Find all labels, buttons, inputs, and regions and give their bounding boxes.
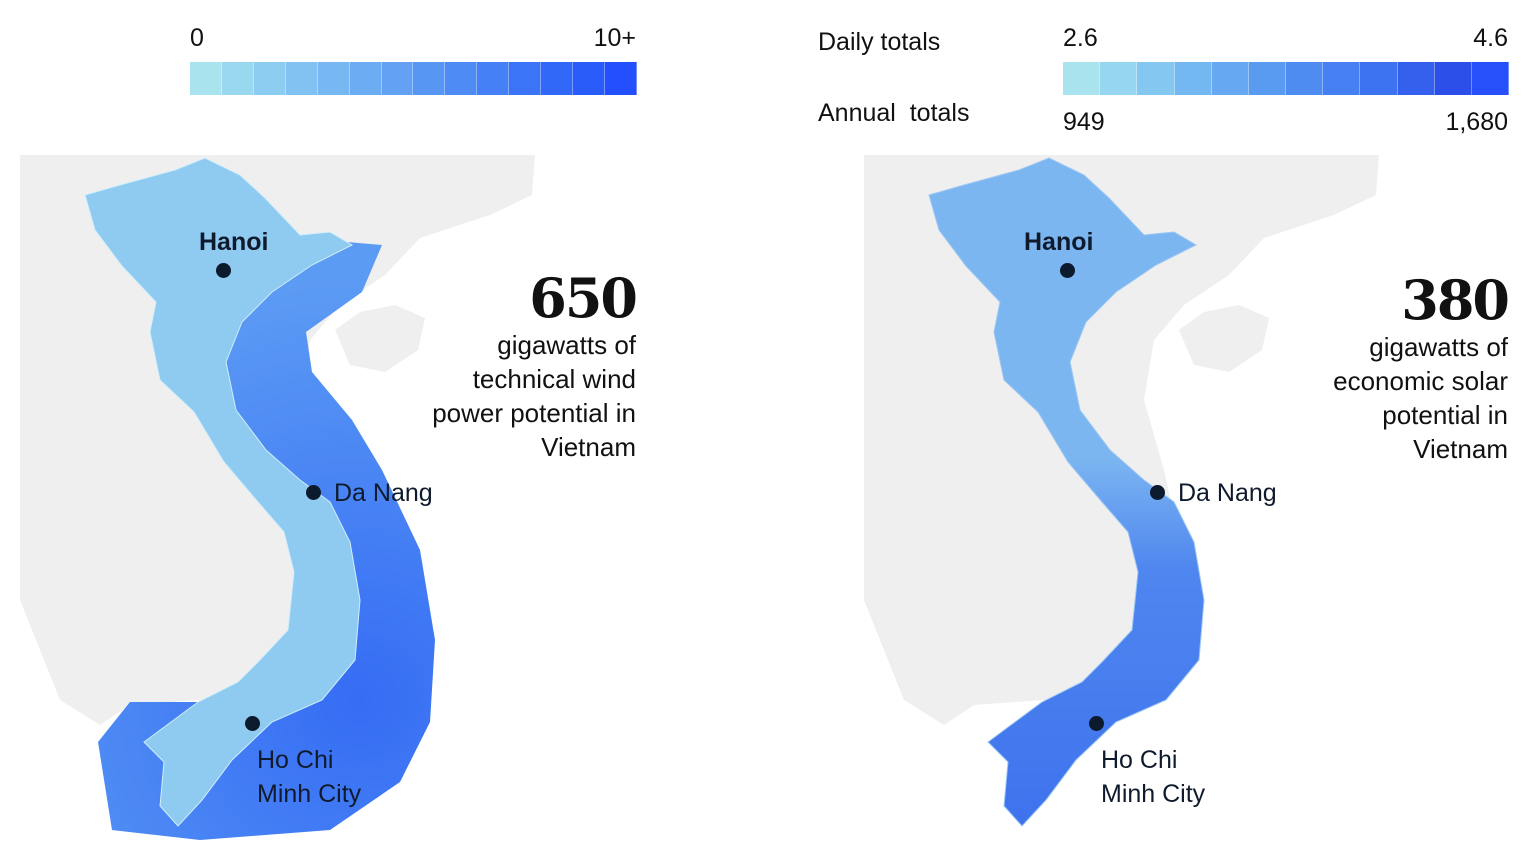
solar-stat-line: potential in <box>1382 400 1508 430</box>
neighbor-land <box>864 155 1379 725</box>
offshore-wind-zone <box>98 238 435 840</box>
wind-stat-line: technical wind <box>472 364 636 394</box>
legend-swatch <box>285 62 318 95</box>
city-label-hcmc: Ho Chi Minh City <box>1101 743 1205 811</box>
city-label-line: Ho Chi <box>1101 746 1178 774</box>
vietnam-land-wind <box>84 157 361 827</box>
city-label-hanoi: Hanoi <box>1024 228 1094 256</box>
legend-swatch <box>509 62 542 95</box>
legend-swatch <box>1434 62 1472 95</box>
wind-legend-min: 0 <box>190 24 204 52</box>
legend-swatch <box>253 62 286 95</box>
legend-swatch <box>1137 62 1175 95</box>
wind-stat-line: Vietnam <box>541 432 636 462</box>
hainan-island <box>335 305 425 372</box>
legend-swatch <box>1397 62 1435 95</box>
wind-stat-number: 650 <box>529 266 638 330</box>
legend-swatch <box>445 62 478 95</box>
legend-swatch <box>1174 62 1212 95</box>
city-label-hanoi: Hanoi <box>199 228 269 256</box>
city-label-hcmc: Ho Chi Minh City <box>257 743 361 811</box>
solar-legend-annual-min: 949 <box>1063 108 1105 136</box>
solar-legend-annual-label: Annual totals <box>818 99 970 127</box>
legend-swatch <box>1248 62 1287 95</box>
legend-swatch <box>190 62 222 95</box>
legend-swatch <box>1360 62 1398 95</box>
solar-stat-number: 380 <box>1401 268 1510 332</box>
city-marker-hcmc <box>245 716 260 731</box>
legend-swatch <box>317 62 350 95</box>
solar-stat-line: Vietnam <box>1413 434 1508 464</box>
city-label-line: Ho Chi <box>257 746 334 774</box>
city-marker-danang <box>1150 485 1165 500</box>
wind-map <box>20 155 535 840</box>
solar-legend-daily-max: 4.6 <box>1473 24 1508 52</box>
city-label-danang: Da Nang <box>1178 479 1277 507</box>
city-marker-danang <box>306 485 321 500</box>
legend-swatch <box>349 62 382 95</box>
solar-stat-line: economic solar <box>1333 366 1508 396</box>
legend-swatch <box>573 62 605 95</box>
wind-stat-text: gigawatts of technical wind power potent… <box>360 328 636 464</box>
solar-legend-annual-max: 1,680 <box>1445 108 1508 136</box>
legend-swatch <box>1063 62 1101 95</box>
wind-stat-line: gigawatts of <box>497 330 636 360</box>
legend-swatch <box>1286 62 1324 95</box>
city-marker-hcmc <box>1089 716 1104 731</box>
solar-map <box>864 155 1379 827</box>
solar-legend-colorbar <box>1063 62 1510 95</box>
legend-swatch <box>477 62 510 95</box>
legend-swatch <box>541 62 574 95</box>
legend-swatch <box>381 62 414 95</box>
vietnam-land-solar <box>928 157 1205 827</box>
wind-legend-max: 10+ <box>593 24 636 52</box>
city-marker-hanoi <box>216 263 231 278</box>
solar-stat-line: gigawatts of <box>1369 332 1508 362</box>
city-marker-hanoi <box>1060 263 1075 278</box>
hainan-island <box>1179 305 1269 372</box>
city-label-line: Minh City <box>257 780 362 808</box>
solar-legend-daily-min: 2.6 <box>1063 24 1098 52</box>
legend-swatch <box>1100 62 1138 95</box>
city-label-line: Minh City <box>1101 780 1206 808</box>
city-label-danang: Da Nang <box>334 479 433 507</box>
solar-legend-daily-label: Daily totals <box>818 28 941 56</box>
wind-legend-colorbar <box>190 62 637 95</box>
legend-swatch <box>413 62 446 95</box>
legend-swatch <box>1211 62 1249 95</box>
legend-swatch <box>1323 62 1361 95</box>
wind-stat-line: power potential in <box>432 398 636 428</box>
legend-swatch <box>604 62 637 95</box>
solar-stat-text: gigawatts of economic solar potential in… <box>1230 330 1508 466</box>
legend-swatch <box>1471 62 1510 95</box>
legend-swatch <box>221 62 254 95</box>
